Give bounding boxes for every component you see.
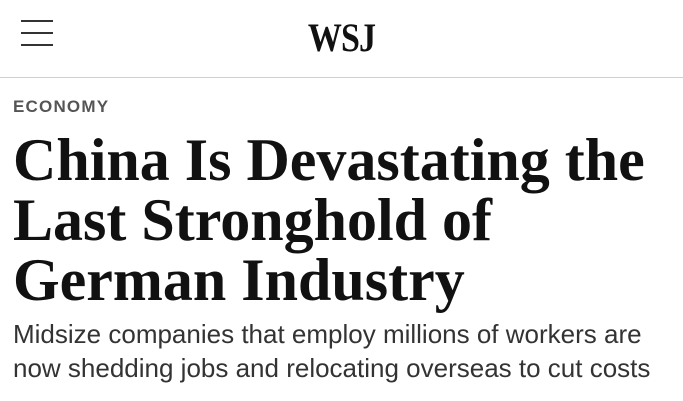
section-label[interactable]: ECONOMY bbox=[13, 97, 110, 116]
menu-button[interactable] bbox=[21, 20, 53, 46]
subheadline-line: now shedding jobs and relocating oversea… bbox=[13, 353, 651, 383]
headline: China Is Devastating the Last Stronghold … bbox=[13, 130, 645, 310]
subheadline-line: Midsize companies that employ millions o… bbox=[13, 319, 642, 349]
subheadline: Midsize companies that employ millions o… bbox=[13, 317, 650, 385]
top-bar: WSJ bbox=[0, 0, 683, 78]
headline-line: China Is Devastating the bbox=[13, 127, 645, 193]
logo[interactable]: WSJ bbox=[307, 15, 376, 60]
headline-line: German Industry bbox=[13, 247, 465, 313]
headline-line: Last Stronghold of bbox=[13, 187, 493, 253]
